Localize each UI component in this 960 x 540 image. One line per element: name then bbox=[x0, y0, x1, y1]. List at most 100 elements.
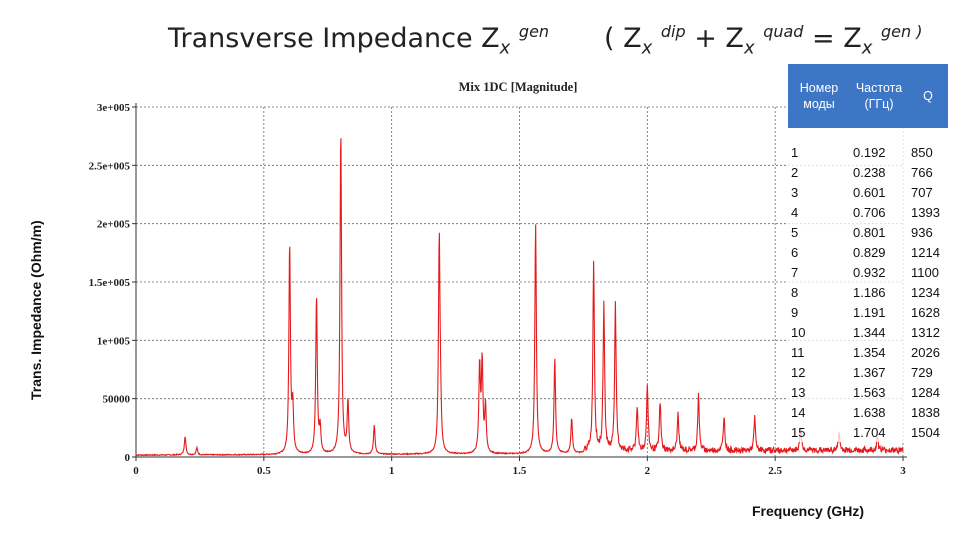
frequency-cell: 0.801 bbox=[850, 222, 908, 242]
formula-part: + Z bbox=[685, 23, 744, 54]
table-row: 13 1.563 1284 bbox=[788, 382, 948, 402]
mode-number-cell: 2 bbox=[788, 162, 850, 182]
table-row: 3 0.601 707 bbox=[788, 182, 948, 202]
q-cell: 1312 bbox=[908, 322, 948, 342]
mode-number-cell: 12 bbox=[788, 362, 850, 382]
frequency-cell: 1.344 bbox=[850, 322, 908, 342]
table-row: 6 0.829 1214 bbox=[788, 242, 948, 262]
y-tick-label: 1.5e+005 bbox=[89, 277, 131, 289]
table-row: 8 1.186 1234 bbox=[788, 282, 948, 302]
header-q: Q bbox=[908, 64, 948, 128]
q-cell: 1504 bbox=[908, 422, 948, 442]
title-superscript: gen bbox=[518, 22, 550, 41]
table-header-row: Номер моды Частота (ГГц) Q bbox=[788, 64, 948, 128]
table-row: 12 1.367 729 bbox=[788, 362, 948, 382]
formula-superscript: quad bbox=[763, 22, 804, 41]
q-cell: 729 bbox=[908, 362, 948, 382]
table-body: 1 0.192 850 2 0.238 766 3 0.601 707 4 0.706 1393 5 0.… bbox=[788, 128, 948, 442]
formula-title: ( Zx dip + Zx quad = Zx gen ) bbox=[604, 22, 922, 58]
frequency-cell: 1.191 bbox=[850, 302, 908, 322]
x-axis-label: Frequency (GHz) bbox=[752, 503, 865, 519]
table-row: 1 0.192 850 bbox=[788, 128, 948, 162]
y-tick-label: 3e+005 bbox=[97, 102, 131, 114]
title-subscript: x bbox=[499, 37, 511, 59]
q-cell: 1100 bbox=[908, 262, 948, 282]
q-cell: 1393 bbox=[908, 202, 948, 222]
x-tick-label: 1 bbox=[389, 465, 395, 477]
mode-number-cell: 11 bbox=[788, 342, 850, 362]
formula-subscript: x bbox=[743, 37, 755, 59]
y-axis-label: Trans. Impedance (Ohm/m) bbox=[28, 220, 44, 400]
table-row: 2 0.238 766 bbox=[788, 162, 948, 182]
x-tick-label: 1.5 bbox=[513, 465, 527, 477]
frequency-cell: 0.829 bbox=[850, 242, 908, 262]
mode-number-cell: 5 bbox=[788, 222, 850, 242]
mode-table: Номер моды Частота (ГГц) Q 1 0.192 850 2 0.2… bbox=[788, 64, 948, 442]
frequency-cell: 0.932 bbox=[850, 262, 908, 282]
frequency-cell: 1.186 bbox=[850, 282, 908, 302]
x-tick-label: 2 bbox=[645, 465, 651, 477]
formula-superscript: dip bbox=[660, 22, 686, 41]
frequency-cell: 1.638 bbox=[850, 402, 908, 422]
chart-title: Mix 1DC [Magnitude] bbox=[459, 80, 578, 94]
title-text: Transverse Impedance Z bbox=[168, 23, 500, 54]
q-cell: 850 bbox=[908, 128, 948, 162]
frequency-cell: 1.563 bbox=[850, 382, 908, 402]
mode-number-cell: 7 bbox=[788, 262, 850, 282]
formula-subscript: x bbox=[861, 37, 873, 59]
x-tick-label: 2.5 bbox=[768, 465, 782, 477]
frequency-cell: 1.354 bbox=[850, 342, 908, 362]
mode-number-cell: 6 bbox=[788, 242, 850, 262]
formula-superscript: gen ) bbox=[881, 22, 923, 41]
table-row: 7 0.932 1100 bbox=[788, 262, 948, 282]
header-frequency: Частота (ГГц) bbox=[850, 64, 908, 128]
y-tick-label: 50000 bbox=[103, 394, 131, 406]
frequency-cell: 0.601 bbox=[850, 182, 908, 202]
mode-number-cell: 13 bbox=[788, 382, 850, 402]
x-tick-label: 3 bbox=[900, 465, 906, 477]
table-row: 10 1.344 1312 bbox=[788, 322, 948, 342]
q-cell: 1234 bbox=[908, 282, 948, 302]
mode-number-cell: 8 bbox=[788, 282, 850, 302]
q-cell: 1628 bbox=[908, 302, 948, 322]
mode-number-cell: 1 bbox=[788, 128, 850, 162]
table-row: 14 1.638 1838 bbox=[788, 402, 948, 422]
x-tick-label: 0 bbox=[133, 465, 139, 477]
mode-number-cell: 10 bbox=[788, 322, 850, 342]
frequency-cell: 0.238 bbox=[850, 162, 908, 182]
header-mode-number: Номер моды bbox=[788, 64, 850, 128]
formula-subscript: x bbox=[641, 37, 653, 59]
mode-number-cell: 15 bbox=[788, 422, 850, 442]
frequency-cell: 1.704 bbox=[850, 422, 908, 442]
mode-number-cell: 3 bbox=[788, 182, 850, 202]
q-cell: 1214 bbox=[908, 242, 948, 262]
q-cell: 936 bbox=[908, 222, 948, 242]
table-row: 4 0.706 1393 bbox=[788, 202, 948, 222]
q-cell: 707 bbox=[908, 182, 948, 202]
mode-number-cell: 4 bbox=[788, 202, 850, 222]
q-cell: 2026 bbox=[908, 342, 948, 362]
mode-number-cell: 14 bbox=[788, 402, 850, 422]
q-cell: 766 bbox=[908, 162, 948, 182]
impedance-series-line bbox=[135, 138, 904, 457]
formula-part: = Z bbox=[803, 23, 862, 54]
table-row: 5 0.801 936 bbox=[788, 222, 948, 242]
formula-part: ( Z bbox=[604, 23, 642, 54]
mode-number-cell: 9 bbox=[788, 302, 850, 322]
y-tick-label: 0 bbox=[125, 452, 131, 464]
frequency-cell: 1.367 bbox=[850, 362, 908, 382]
q-cell: 1284 bbox=[908, 382, 948, 402]
q-cell: 1838 bbox=[908, 402, 948, 422]
tick-labels: 0 0.5 1 1.5 2 2.5 3 0 50000 1e+005 1.5e+005 2e+005 2… bbox=[89, 102, 907, 477]
frequency-cell: 0.706 bbox=[850, 202, 908, 222]
x-tick-label: 0.5 bbox=[257, 465, 271, 477]
axes bbox=[132, 103, 907, 461]
y-tick-label: 2.5e+005 bbox=[89, 160, 131, 172]
y-tick-label: 1e+005 bbox=[97, 335, 131, 347]
table-row: 11 1.354 2026 bbox=[788, 342, 948, 362]
y-tick-label: 2e+005 bbox=[97, 219, 131, 231]
main-title: Transverse Impedance Zx gen bbox=[168, 22, 549, 58]
table-row: 15 1.704 1504 bbox=[788, 422, 948, 442]
table-row: 9 1.191 1628 bbox=[788, 302, 948, 322]
